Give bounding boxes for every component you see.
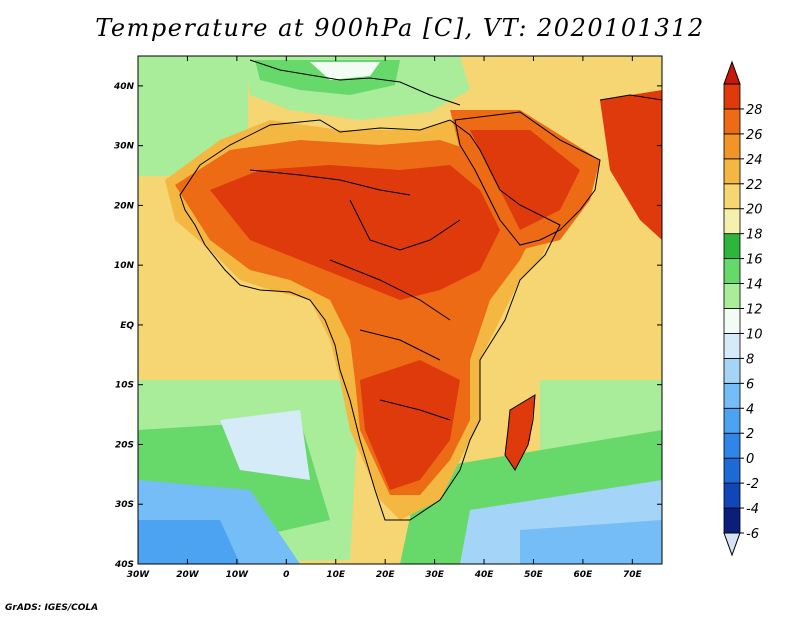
grads-credit: GrADS: IGES/COLA [5, 603, 99, 613]
lon-tick-label: 30W [127, 570, 151, 580]
lat-tick-label: 10S [115, 381, 134, 391]
colorbar-label: 0 [746, 452, 754, 467]
colorbar-label: 18 [746, 228, 763, 243]
colorbar-label: -2 [746, 477, 759, 492]
lon-tick-label: 20E [376, 570, 396, 580]
lat-tick-label: 40N [113, 82, 135, 92]
lon-tick-label: 50E [524, 570, 544, 580]
colorbar-swatch [723, 333, 741, 359]
colorbar-extend-high [723, 60, 741, 85]
colorbar-swatch [723, 308, 741, 334]
lat-tick-label: 20N [114, 201, 135, 211]
colorbar-label: -4 [746, 502, 759, 517]
colorbar-swatch [723, 407, 741, 434]
plot-frame [137, 55, 663, 565]
map-title: Temperature at 900hPa [C], VT: 202010131… [95, 14, 705, 42]
colorbar-swatch [723, 258, 741, 284]
colorbar-label: 12 [746, 303, 763, 318]
colorbar-label: 26 [746, 128, 763, 143]
colorbar-swatch [723, 133, 741, 160]
lat-tick-label: 30S [115, 500, 134, 510]
colorbar-label: 8 [746, 352, 754, 367]
colorbar-label: 22 [746, 178, 763, 193]
colorbar-swatch [723, 83, 741, 110]
colorbar-label: 24 [746, 153, 763, 168]
colorbar-swatch [723, 432, 741, 459]
lon-tick-label: 20W [176, 570, 200, 580]
colorbar-label: 2 [746, 427, 754, 442]
colorbar-label: 20 [746, 203, 763, 218]
lon-tick-label: 30E [425, 570, 445, 580]
colorbar-swatch [723, 108, 741, 135]
lon-tick-label: 10W [226, 570, 250, 580]
lat-tick-label: 10N [114, 261, 135, 271]
colorbar-label: 4 [746, 402, 754, 417]
lon-tick-label: 40E [474, 570, 495, 580]
coastline-borders [179, 59, 662, 521]
longitude-axis: 30W 20W 10W 0 10E 20E 30E 40E 50E 60E 70E [127, 56, 643, 580]
lon-tick-label: 70E [623, 570, 643, 580]
lon-tick-label: 10E [326, 570, 346, 580]
colorbar-swatch [723, 357, 741, 384]
colorbar-label: 10 [746, 327, 763, 342]
lon-tick-label: 60E [574, 570, 594, 580]
colorbar-swatch [723, 208, 741, 235]
lat-tick-label: 40S [114, 560, 134, 570]
colorbar-label: 28 [746, 103, 763, 118]
colorbar-label: 6 [746, 377, 754, 392]
colorbar-swatch [723, 183, 741, 210]
colorbar-swatch [723, 233, 741, 260]
lat-tick-label: EQ [120, 321, 134, 331]
colorbar-extend-low [723, 532, 741, 557]
lat-tick-label: 30N [114, 142, 135, 152]
lon-tick-label: 0 [283, 570, 289, 580]
temperature-field [138, 56, 662, 564]
colorbar-label: -6 [746, 527, 759, 542]
lat-tick-label: 20S [115, 440, 134, 450]
colorbar-swatch [723, 158, 741, 185]
colorbar-label: 16 [746, 253, 763, 268]
colorbar-swatch [723, 382, 741, 409]
colorbar-label: 14 [746, 278, 763, 293]
colorbar-swatch [723, 507, 741, 534]
colorbar-swatch [723, 482, 741, 509]
latitude-axis: 40N 30N 20N 10N EQ 10S 20S 30S 40S [113, 82, 662, 570]
colorbar-swatch [723, 457, 741, 484]
colorbar-swatch [723, 283, 741, 309]
